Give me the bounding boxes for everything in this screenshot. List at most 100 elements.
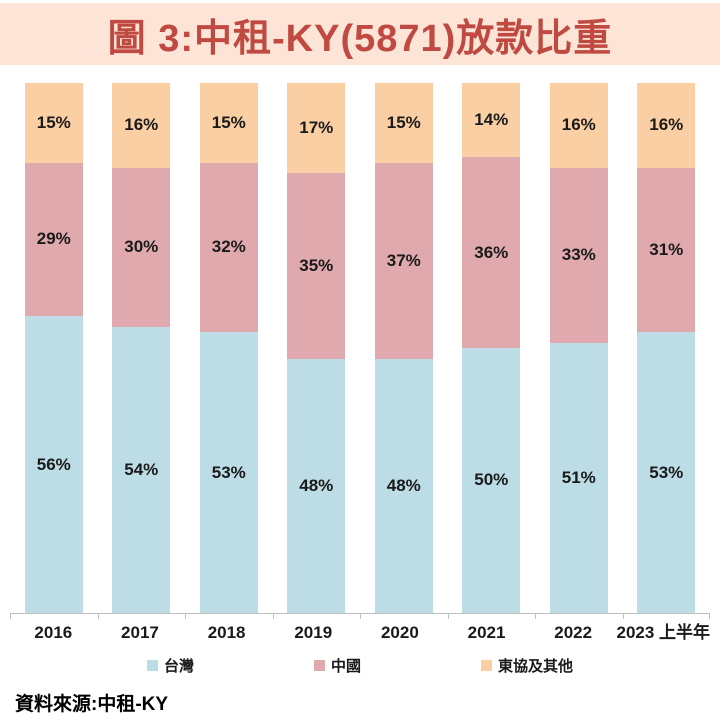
value-label: 16% xyxy=(649,115,684,135)
bar-segment-china: 33% xyxy=(549,167,608,343)
stacked-bar: 16% 31% 53% xyxy=(637,83,696,613)
bar-group-2019: 17% 35% 48% xyxy=(273,83,361,613)
stacked-bar: 17% 35% 48% xyxy=(287,83,346,613)
stacked-bar: 15% 29% 56% xyxy=(24,83,83,613)
bar-group-2018: 15% 32% 53% xyxy=(185,83,273,613)
value-label: 36% xyxy=(474,242,509,262)
bar-segment-china: 37% xyxy=(374,162,433,359)
bar-segment-taiwan: 50% xyxy=(462,347,521,613)
bar-group-2022: 16% 33% 51% xyxy=(535,83,623,613)
bar-segment-taiwan: 54% xyxy=(112,326,171,613)
bar-segment-china: 35% xyxy=(287,173,346,359)
x-axis-label: 2017 xyxy=(121,623,159,642)
bar-segment-taiwan: 56% xyxy=(24,316,83,613)
legend-swatch-taiwan xyxy=(146,660,158,671)
axis-tick xyxy=(622,614,624,619)
value-label: 48% xyxy=(299,475,334,495)
value-label: 30% xyxy=(124,237,159,257)
bar-segment-taiwan: 53% xyxy=(199,332,258,613)
bar-segment-asean-others: 15% xyxy=(199,83,258,163)
legend: 台灣 中國 東協及其他 xyxy=(0,655,720,676)
legend-label-asean-others: 東協及其他 xyxy=(498,658,574,675)
bar-group-2017: 16% 30% 54% xyxy=(98,83,186,613)
bar-segment-china: 31% xyxy=(637,167,696,333)
value-label: 51% xyxy=(561,467,596,487)
legend-item-asean-others: 東協及其他 xyxy=(481,655,573,676)
chart-title: 圖 3:中租-KY(5871)放款比重 xyxy=(107,17,613,60)
value-label: 35% xyxy=(299,255,334,275)
chart-area: 15% 29% 56% 16% 30% 54% 15% 32% 53% 17% 35% 48% 15% 3… xyxy=(0,83,720,676)
x-axis-label: 2023 上半年 xyxy=(616,623,711,642)
bar-segment-taiwan: 51% xyxy=(549,342,608,613)
value-label: 37% xyxy=(386,250,421,270)
value-label: 33% xyxy=(561,245,596,265)
value-label: 32% xyxy=(211,237,246,257)
x-axis-label: 2022 xyxy=(554,623,593,642)
axis-tick xyxy=(272,614,274,619)
axis-tick xyxy=(185,614,186,619)
x-axis-label: 2020 xyxy=(380,623,419,642)
value-label: 17% xyxy=(299,118,334,138)
stacked-bar: 14% 36% 50% xyxy=(462,83,521,613)
x-axis-label: 2021 xyxy=(467,623,506,642)
bar-segment-china: 32% xyxy=(199,162,258,333)
bar-group-2023-上半年: 16% 31% 53% xyxy=(623,83,711,613)
value-label: 53% xyxy=(649,462,684,482)
bar-segment-asean-others: 16% xyxy=(112,83,171,168)
legend-swatch-china xyxy=(313,660,325,671)
bar-segment-asean-others: 17% xyxy=(287,83,346,174)
value-label: 14% xyxy=(474,110,509,130)
bar-segment-china: 36% xyxy=(462,157,521,348)
value-label: 15% xyxy=(211,112,246,132)
stacked-bar: 15% 32% 53% xyxy=(199,83,258,613)
bar-segment-asean-others: 15% xyxy=(24,83,83,163)
x-axis-label: 2018 xyxy=(207,623,246,642)
value-label: 29% xyxy=(36,229,71,249)
bar-segment-asean-others: 16% xyxy=(637,83,696,168)
footer: 資料來源:中租-KY xyxy=(0,689,720,716)
legend-swatch-asean-others xyxy=(481,660,492,671)
source-note: 資料來源:中租-KY xyxy=(15,694,169,715)
stacked-bar: 15% 37% 48% xyxy=(374,83,433,613)
bar-segment-taiwan: 48% xyxy=(374,358,433,613)
title-banner: 圖 3:中租-KY(5871)放款比重 xyxy=(0,3,720,65)
axis-tick xyxy=(709,614,710,619)
bar-segment-asean-others: 14% xyxy=(462,83,521,158)
value-label: 31% xyxy=(649,239,684,259)
value-label: 15% xyxy=(36,112,71,132)
legend-item-taiwan: 台灣 xyxy=(146,655,194,676)
legend-label-china: 中國 xyxy=(330,658,361,675)
bar-segment-taiwan: 53% xyxy=(637,332,696,613)
stacked-bar: 16% 30% 54% xyxy=(112,83,171,613)
value-label: 16% xyxy=(124,115,159,135)
bar-segment-taiwan: 48% xyxy=(287,358,346,613)
value-label: 54% xyxy=(124,459,159,479)
x-axis xyxy=(10,613,710,619)
bar-segment-asean-others: 16% xyxy=(549,83,608,168)
x-axis-labels: 2016 2017 2018 2019 2020 2021 2022 2023 上半年 xyxy=(10,622,710,644)
axis-tick xyxy=(535,614,536,619)
legend-item-china: 中國 xyxy=(313,655,361,676)
plot-area: 15% 29% 56% 16% 30% 54% 15% 32% 53% 17% 35% 48% 15% 3… xyxy=(10,83,710,613)
value-label: 15% xyxy=(386,112,421,132)
legend-label-taiwan: 台灣 xyxy=(163,658,194,675)
bar-group-2016: 15% 29% 56% xyxy=(10,83,98,613)
axis-tick xyxy=(360,614,361,619)
bar-segment-china: 30% xyxy=(112,167,171,327)
axis-tick xyxy=(447,614,449,619)
x-axis-label: 2016 xyxy=(34,623,73,642)
value-label: 53% xyxy=(211,462,246,482)
bar-segment-china: 29% xyxy=(24,162,83,317)
value-label: 48% xyxy=(386,475,421,495)
axis-tick xyxy=(97,614,99,619)
bar-segment-asean-others: 15% xyxy=(374,83,433,163)
value-label: 56% xyxy=(36,454,71,474)
stacked-bar: 16% 33% 51% xyxy=(549,83,608,613)
axis-tick xyxy=(10,614,11,619)
value-label: 50% xyxy=(474,470,509,490)
x-axis-label: 2019 xyxy=(294,623,333,642)
bar-group-2020: 15% 37% 48% xyxy=(360,83,448,613)
bar-group-2021: 14% 36% 50% xyxy=(448,83,536,613)
value-label: 16% xyxy=(561,115,596,135)
